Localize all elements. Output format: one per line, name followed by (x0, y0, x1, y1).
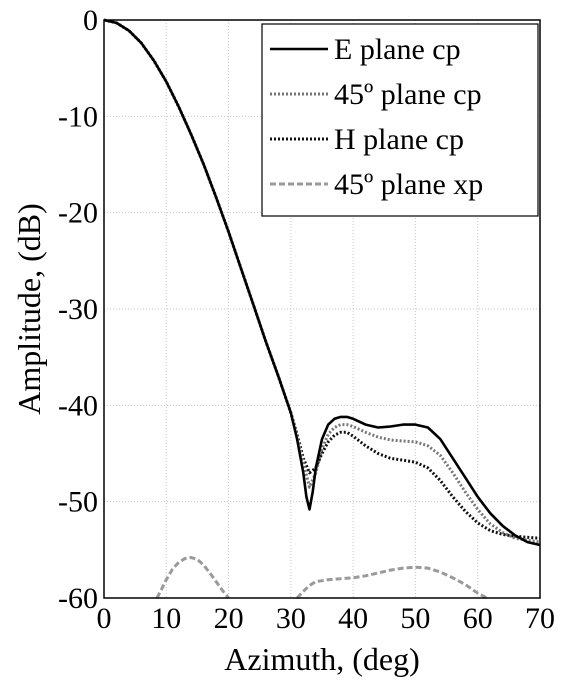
legend-label: E plane cp (334, 33, 461, 66)
series-line-3-segment-0 (155, 556, 230, 599)
x-tick-label: 70 (525, 602, 555, 635)
series-layer (103, 18, 541, 600)
x-tick-label: 40 (338, 602, 368, 635)
y-tick-label: -10 (58, 100, 98, 133)
plot-frame (103, 19, 541, 599)
series-line-2 (103, 18, 541, 540)
legend-label: H plane cp (334, 123, 464, 156)
y-tick-label: -60 (58, 582, 98, 615)
series-line-0 (103, 18, 541, 547)
x-tick-label: 10 (151, 602, 181, 635)
x-axis-label: Azimuth, (deg) (224, 641, 420, 677)
y-tick-label: -50 (58, 486, 98, 519)
series-line-1 (103, 18, 541, 544)
legend: E plane cp 45º plane cp H plane cp 45º plan… (261, 23, 539, 217)
series-line-3-segment-1 (295, 565, 488, 600)
tick-labels: 0 10 20 30 40 50 60 70 0 -10 -20 -30 -40 -50 -60 (58, 4, 555, 635)
legend-label: 45º plane cp (334, 78, 482, 111)
legend-label: 45º plane xp (334, 168, 483, 201)
x-tick-label: 0 (97, 602, 112, 635)
y-tick-label: 0 (83, 4, 98, 37)
x-tick-label: 50 (400, 602, 430, 635)
y-tick-label: -30 (58, 293, 98, 326)
x-tick-label: 30 (276, 602, 306, 635)
y-tick-label: -20 (58, 197, 98, 230)
x-tick-label: 20 (214, 602, 244, 635)
y-tick-label: -40 (58, 389, 98, 422)
x-tick-label: 60 (463, 602, 493, 635)
y-axis-label: Amplitude, (dB) (11, 203, 47, 415)
